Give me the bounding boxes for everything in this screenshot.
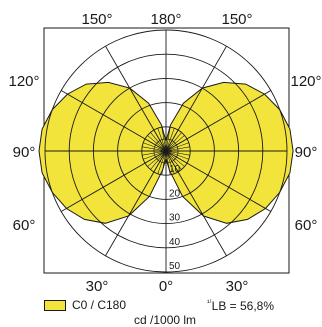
angle-label-8: 60° <box>295 217 318 234</box>
fine-spoke-170 <box>161 127 167 152</box>
angle-label-3: 120° <box>8 73 39 90</box>
angle-label-11: 30° <box>226 278 249 295</box>
fine-spoke-10 <box>161 150 167 175</box>
angle-label-10: 0° <box>159 278 173 295</box>
ring-label-20: 20 <box>169 188 181 199</box>
fine-spoke-230 <box>165 135 185 152</box>
legend-swatch <box>44 299 66 311</box>
angle-label-5: 90° <box>13 144 36 161</box>
fine-spoke-40 <box>150 150 167 170</box>
fine-spoke-280 <box>165 150 190 156</box>
fine-spoke-120 <box>144 138 167 152</box>
fine-spoke-210 <box>165 129 179 152</box>
ring-label-10: 10 <box>169 164 181 175</box>
angle-label-7: 60° <box>13 217 36 234</box>
fine-spoke-340 <box>165 150 175 174</box>
fine-spoke-50 <box>147 150 167 167</box>
fine-spoke-70 <box>143 150 167 160</box>
fine-spoke-220 <box>165 132 182 152</box>
angle-label-6: 90° <box>295 144 318 161</box>
ring-label-40: 40 <box>169 237 181 248</box>
unit-label: cd /1000 lm <box>134 313 197 327</box>
ring-label-50: 50 <box>169 261 181 272</box>
legend: C0 / C180 <box>44 298 126 312</box>
fine-spoke-190 <box>165 127 171 152</box>
fine-spoke-140 <box>150 132 167 152</box>
fine-spoke-330 <box>165 150 179 173</box>
fine-spoke-350 <box>165 150 171 175</box>
fine-spoke-300 <box>165 150 188 164</box>
angle-label-0: 150° <box>81 11 112 28</box>
angle-label-1: 180° <box>150 11 181 28</box>
angle-label-4: 120° <box>290 73 321 90</box>
fine-spoke-80 <box>142 150 167 156</box>
fine-spoke-110 <box>143 142 167 152</box>
ring-label-30: 30 <box>169 213 181 224</box>
fine-spoke-310 <box>165 150 185 167</box>
lb-text: LB = 56,8% <box>211 299 275 313</box>
legend-label: C0 / C180 <box>72 298 127 312</box>
angle-label-2: 150° <box>221 11 252 28</box>
fine-spoke-290 <box>165 150 189 160</box>
fine-spoke-20 <box>157 150 167 174</box>
light-output-ratio: ¹⁾LB = 56,8% <box>207 298 274 313</box>
fine-spoke-320 <box>165 150 182 170</box>
fine-spoke-150 <box>153 129 167 152</box>
polar-gridlines <box>44 29 288 273</box>
fine-spoke-240 <box>165 138 188 152</box>
fine-spoke-100 <box>142 146 167 152</box>
fine-spoke-30 <box>153 150 167 173</box>
fine-spoke-160 <box>157 128 167 152</box>
fine-spoke-60 <box>144 150 167 164</box>
angle-label-9: 30° <box>86 278 109 295</box>
angle-labels: 10 20 30 40 50 150° 180° 150° 120° 120° 90° 90° 60° 6… <box>8 11 321 295</box>
fine-spoke-200 <box>165 128 175 152</box>
fine-spoke-250 <box>165 142 189 152</box>
fine-spoke-130 <box>147 135 167 152</box>
fine-spoke-260 <box>165 146 190 152</box>
lb-prefix: ¹⁾ <box>207 298 212 307</box>
